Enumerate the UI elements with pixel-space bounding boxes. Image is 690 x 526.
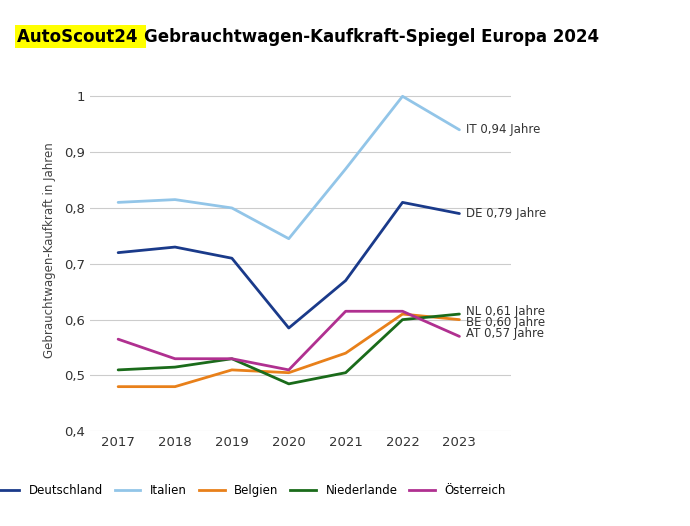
Legend: Deutschland, Italien, Belgien, Niederlande, Österreich: Deutschland, Italien, Belgien, Niederlan…	[0, 479, 511, 502]
Text: Gebrauchtwagen-Kaufkraft-Spiegel Europa 2024: Gebrauchtwagen-Kaufkraft-Spiegel Europa …	[144, 28, 599, 46]
Text: DE 0,79 Jahre: DE 0,79 Jahre	[466, 207, 546, 220]
Text: IT 0,94 Jahre: IT 0,94 Jahre	[466, 123, 540, 136]
Text: NL 0,61 Jahre: NL 0,61 Jahre	[466, 305, 545, 318]
Text: AT 0,57 Jahre: AT 0,57 Jahre	[466, 327, 544, 340]
Y-axis label: Gebrauchtwagen-Kaufkraft in Jahren: Gebrauchtwagen-Kaufkraft in Jahren	[43, 142, 55, 358]
Text: AutoScout24: AutoScout24	[17, 28, 144, 46]
Text: BE 0,60 Jahre: BE 0,60 Jahre	[466, 316, 545, 329]
